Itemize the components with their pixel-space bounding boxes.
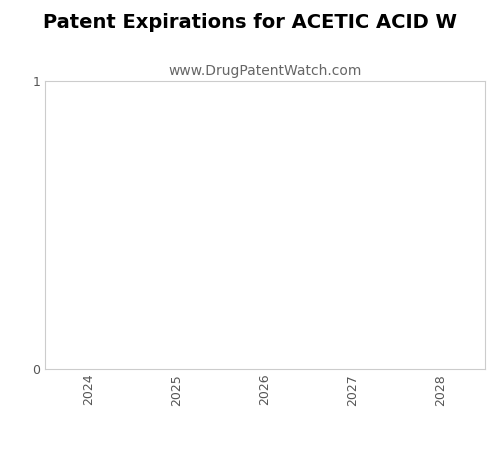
Title: www.DrugPatentWatch.com: www.DrugPatentWatch.com	[168, 64, 362, 78]
Text: Patent Expirations for ACETIC ACID W: Patent Expirations for ACETIC ACID W	[43, 14, 457, 32]
